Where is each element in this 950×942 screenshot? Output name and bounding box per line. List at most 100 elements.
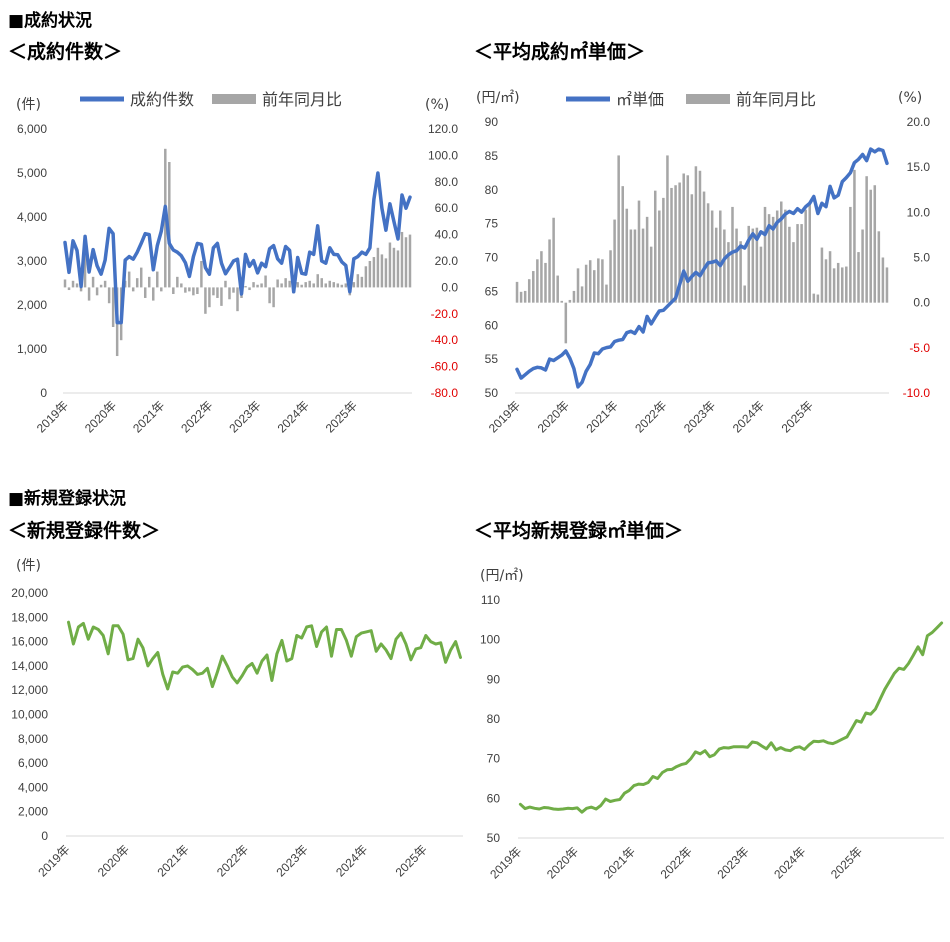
yoy-bar xyxy=(532,271,535,303)
yoy-bar xyxy=(372,257,376,288)
left-tick-label: 55 xyxy=(485,352,499,366)
x-tick-label: 2023年 xyxy=(226,398,263,435)
yoy-bar xyxy=(617,155,620,303)
left-tick-label: 2,000 xyxy=(17,298,47,312)
yoy-bar xyxy=(523,290,527,303)
legend-label: 成約件数 xyxy=(130,90,194,109)
yoy-bar xyxy=(580,286,584,303)
yoy-bar xyxy=(176,276,179,288)
left-tick-label: 1,000 xyxy=(17,342,47,356)
yoy-bar xyxy=(796,224,799,303)
yoy-bar xyxy=(832,268,836,303)
yoy-bar xyxy=(284,278,287,288)
yoy-bar xyxy=(780,201,783,303)
yoy-bar xyxy=(180,283,183,288)
yoy-bar xyxy=(706,203,710,303)
yoy-bar xyxy=(552,217,555,303)
yoy-bar xyxy=(820,247,824,303)
x-tick-label: 2020年 xyxy=(95,842,132,879)
left-tick-label: 6,000 xyxy=(18,756,48,770)
x-tick-label: 2023年 xyxy=(274,842,311,879)
yoy-bar xyxy=(324,283,327,288)
yoy-bar xyxy=(540,251,543,303)
x-tick-label: 2021年 xyxy=(601,844,638,881)
right-unit-label: (%) xyxy=(425,97,449,113)
yoy-bar xyxy=(312,283,315,288)
left-tick-label: 50 xyxy=(485,386,499,400)
yoy-bar xyxy=(236,287,239,312)
yoy-bar xyxy=(248,287,251,291)
yoy-bar xyxy=(572,290,576,303)
yoy-bar xyxy=(63,279,67,288)
yoy-bar xyxy=(625,208,629,303)
yoy-bar xyxy=(629,229,633,303)
chart-3: 20,000 18,000 16,000 14,000 12,000 10,000 8,00… xyxy=(11,558,463,879)
left-tick-label: 100 xyxy=(480,633,500,647)
x-tick-label: 2019年 xyxy=(35,842,72,879)
x-tick-label: 2021年 xyxy=(154,842,191,879)
yoy-bar xyxy=(812,293,816,303)
yoy-bar xyxy=(380,254,384,288)
left-unit-label: (円/㎡) xyxy=(480,568,524,584)
yoy-bar xyxy=(690,194,694,303)
right-tick-label: -10.0 xyxy=(903,386,931,400)
yoy-bar xyxy=(649,246,653,303)
yoy-bar xyxy=(127,271,131,288)
left-tick-label: 20,000 xyxy=(11,586,48,600)
yoy-bar xyxy=(800,224,803,303)
yoy-bar xyxy=(400,231,404,288)
x-tick-label: 2025年 xyxy=(323,398,360,435)
left-unit-label: (件) xyxy=(16,558,41,574)
yoy-bar xyxy=(320,278,323,288)
yoy-bar xyxy=(360,276,364,288)
right-tick-label: -20.0 xyxy=(431,307,459,321)
yoy-bar xyxy=(252,282,255,288)
left-tick-label: 10,000 xyxy=(11,708,48,722)
yoy-bar xyxy=(678,182,681,303)
legend-bar-swatch xyxy=(212,94,256,104)
yoy-bar xyxy=(885,267,889,303)
yoy-bar xyxy=(857,252,860,303)
yoy-bar xyxy=(645,216,649,303)
yoy-bar xyxy=(775,210,779,303)
yoy-bar xyxy=(637,200,641,303)
yoy-bar xyxy=(759,246,763,303)
legend-bar-swatch xyxy=(686,94,730,104)
right-tick-label: 0.0 xyxy=(441,280,458,294)
left-tick-label: 90 xyxy=(487,672,501,686)
yoy-bar xyxy=(824,259,828,303)
yoy-bar xyxy=(188,287,191,292)
left-tick-label: 65 xyxy=(485,284,499,298)
yoy-bar xyxy=(87,287,91,301)
yoy-bar xyxy=(840,267,844,303)
yoy-bar xyxy=(576,268,580,303)
yoy-bar xyxy=(755,227,759,303)
yoy-bar xyxy=(148,276,151,288)
yoy-bar xyxy=(95,287,99,296)
series-line xyxy=(67,620,462,691)
yoy-bar xyxy=(735,228,738,303)
yoy-bar xyxy=(376,247,380,288)
yoy-bar xyxy=(340,284,344,288)
yoy-bar xyxy=(296,282,299,288)
yoy-bar xyxy=(613,219,616,303)
yoy-bar xyxy=(135,278,139,288)
yoy-bar xyxy=(564,302,568,344)
yoy-bar xyxy=(865,176,868,303)
yoy-bar xyxy=(621,186,624,303)
yoy-bar xyxy=(192,287,195,296)
left-tick-label: 75 xyxy=(485,217,499,231)
right-tick-label: 10.0 xyxy=(907,205,931,219)
right-tick-label: 60.0 xyxy=(435,201,459,215)
yoy-bar xyxy=(396,250,400,288)
yoy-bar xyxy=(408,234,412,288)
yoy-bar xyxy=(723,229,726,303)
chart-4: 110 100 90 80 70 60 50 (円/㎡) 2019年 2020年 2021年 2022… xyxy=(480,568,944,881)
right-tick-label: -5.0 xyxy=(909,341,930,355)
yoy-bar xyxy=(710,210,714,303)
yoy-bar xyxy=(601,259,604,303)
yoy-bar xyxy=(160,287,163,292)
yoy-bar xyxy=(873,185,877,303)
yoy-bar xyxy=(808,203,811,303)
left-tick-label: 0 xyxy=(40,386,47,400)
